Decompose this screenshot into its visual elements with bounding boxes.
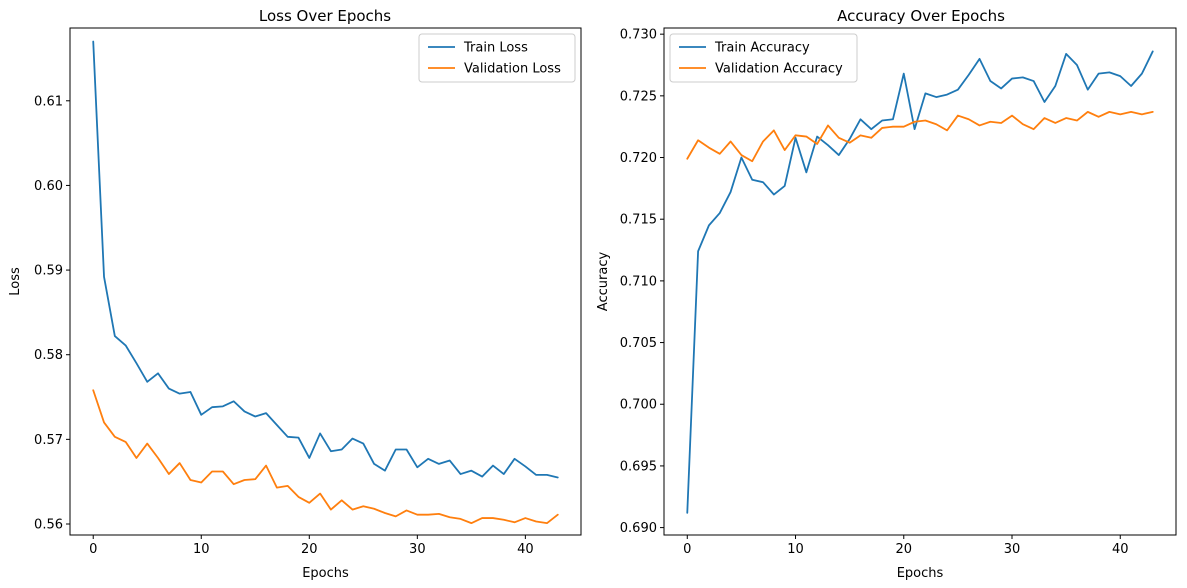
legend-label: Train Accuracy: [714, 41, 810, 56]
series-line-validation-accuracy: [686, 110, 1154, 163]
y-tick-label: 0.57: [34, 433, 63, 448]
y-tick-label: 0.715: [620, 213, 657, 228]
y-axis-label: Accuracy: [596, 252, 611, 312]
series-line-train-loss: [92, 40, 559, 479]
y-tick-label: 0.710: [620, 274, 657, 289]
legend-label: Train Loss: [463, 41, 528, 56]
y-tick-label: 0.59: [34, 264, 63, 279]
legend-label: Validation Loss: [464, 62, 561, 77]
legend-box: [669, 33, 858, 83]
chart-panel-2: 0 10 20 30 40 0.690 0.695 0.700 0.705 0.710 0.715 0…: [596, 7, 1177, 581]
series-line-train-accuracy: [686, 50, 1154, 514]
x-tick-label: 30: [409, 542, 426, 557]
y-tick-label: 0.720: [620, 151, 657, 166]
x-tick-label: 10: [193, 542, 210, 557]
y-tick-label: 0.695: [620, 459, 657, 474]
y-axis-label: Loss: [8, 267, 23, 296]
x-tick-label: 20: [895, 542, 912, 557]
x-axis-label: Epochs: [897, 566, 944, 581]
x-tick-label: 30: [1004, 542, 1021, 557]
legend-label: Validation Accuracy: [715, 62, 843, 77]
legend: Train Accuracy Validation Accuracy: [669, 33, 858, 83]
y-tick-label: 0.690: [620, 521, 657, 536]
x-tick-label: 10: [787, 542, 804, 557]
x-tick-label: 40: [1112, 542, 1129, 557]
chart-title: Loss Over Epochs: [259, 7, 391, 25]
legend: Train Loss Validation Loss: [418, 33, 576, 83]
axes-frame-1: [69, 27, 582, 536]
chart-title: Accuracy Over Epochs: [837, 7, 1005, 25]
x-tick-label: 0: [89, 542, 97, 557]
y-tick-label: 0.705: [620, 336, 657, 351]
legend-box: [418, 33, 576, 83]
y-tick-label: 0.60: [34, 179, 63, 194]
y-tick-label: 0.725: [620, 89, 657, 104]
chart-panel-1: 0 10 20 30 40 0.56 0.57 0.58 0.59 0.60 0.61 Loss Ov…: [8, 7, 582, 581]
y-tick-label: 0.56: [34, 517, 63, 532]
x-tick-label: 40: [517, 542, 534, 557]
x-tick-label: 20: [301, 542, 318, 557]
y-tick-label: 0.730: [620, 28, 657, 43]
axes-frame-2: [663, 27, 1177, 536]
y-tick-label: 0.61: [34, 94, 63, 109]
y-tick-label: 0.58: [34, 348, 63, 363]
x-tick-label: 0: [683, 542, 691, 557]
x-axis-label: Epochs: [302, 566, 349, 581]
series-line-validation-loss: [92, 389, 559, 525]
y-tick-label: 0.700: [620, 398, 657, 413]
